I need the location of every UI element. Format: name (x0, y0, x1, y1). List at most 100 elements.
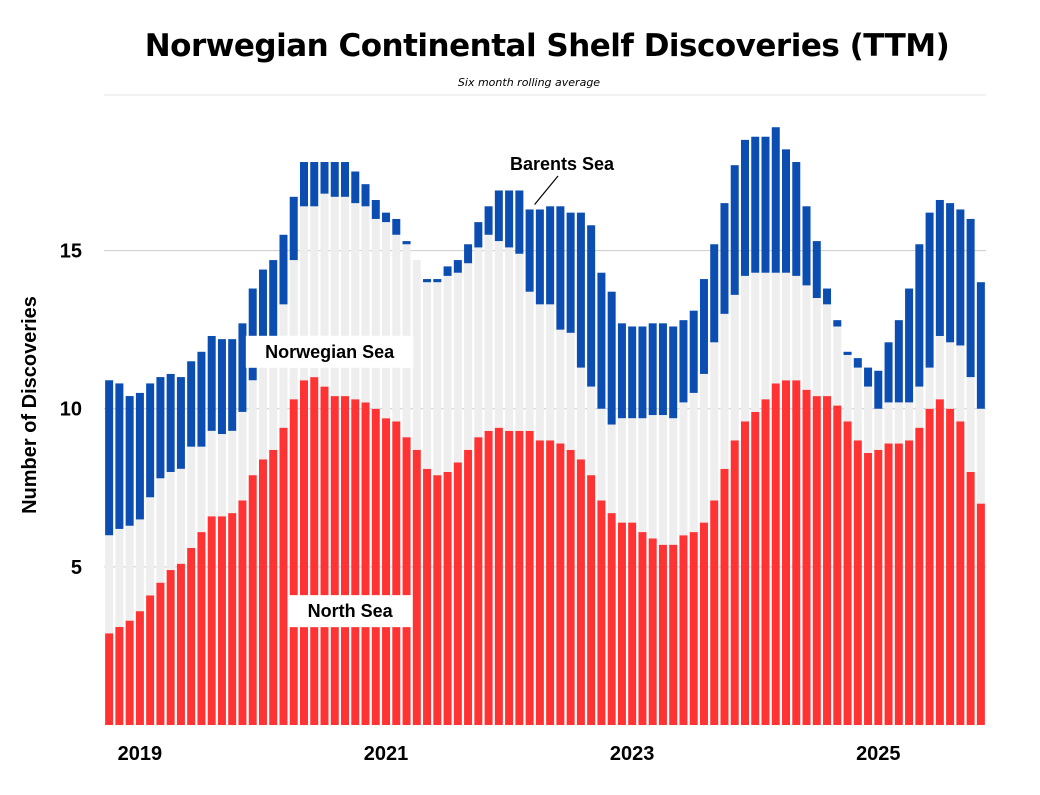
bar-norwegian-sea-15 (258, 358, 267, 460)
bar-north-sea-25 (361, 402, 370, 725)
bar-norwegian-sea-36 (474, 247, 483, 438)
bar-north-sea-77 (894, 443, 903, 725)
bar-norwegian-sea-45 (566, 332, 575, 450)
bar-norwegian-sea-68 (802, 285, 811, 390)
bar-barents-sea-44 (556, 206, 565, 330)
bar-barents-sea-27 (382, 212, 391, 223)
bar-north-sea-81 (935, 399, 944, 725)
bar-barents-sea-33 (443, 266, 452, 276)
bar-barents-sea-82 (946, 203, 955, 343)
bar-norwegian-sea-62 (740, 275, 749, 422)
bar-norwegian-sea-46 (576, 367, 585, 460)
chart-title: Norwegian Continental Shelf Discoveries … (144, 28, 950, 64)
bar-north-sea-2 (125, 620, 134, 725)
bar-norwegian-sea-58 (699, 373, 708, 523)
bar-north-sea-60 (720, 468, 729, 725)
bar-north-sea-38 (494, 427, 503, 725)
bar-north-sea-64 (761, 399, 770, 725)
bar-barents-sea-80 (925, 212, 934, 368)
bar-barents-sea-42 (535, 209, 544, 305)
bar-norwegian-sea-47 (587, 386, 596, 476)
bar-norwegian-sea-53 (648, 415, 657, 539)
bar-north-sea-4 (146, 595, 155, 725)
bar-barents-sea-14 (248, 288, 257, 381)
bar-barents-sea-71 (833, 320, 842, 327)
bar-barents-sea-34 (453, 260, 462, 273)
bar-barents-sea-21 (320, 162, 329, 194)
bar-north-sea-17 (279, 427, 288, 725)
bar-north-sea-78 (905, 440, 914, 725)
bar-north-sea-51 (628, 522, 637, 725)
bar-barents-sea-36 (474, 222, 483, 248)
bar-barents-sea-76 (884, 342, 893, 403)
bar-barents-sea-24 (351, 171, 360, 204)
bar-norwegian-sea-7 (176, 468, 185, 564)
bar-barents-sea-73 (853, 358, 862, 368)
bar-barents-sea-79 (915, 244, 924, 387)
bar-north-sea-0 (105, 633, 114, 725)
bar-barents-sea-23 (341, 162, 350, 197)
annotation-norwegian-sea: Norwegian Sea (245, 335, 414, 368)
bar-barents-sea-4 (146, 383, 155, 498)
bar-barents-sea-32 (433, 279, 442, 283)
bar-north-sea-33 (443, 471, 452, 725)
bar-barents-sea-29 (402, 241, 411, 245)
bar-norwegian-sea-66 (782, 272, 791, 381)
bar-north-sea-48 (597, 500, 606, 725)
grid-layer (104, 250, 986, 568)
bar-north-sea-31 (423, 468, 432, 725)
bar-barents-sea-74 (864, 367, 873, 387)
bar-norwegian-sea-42 (535, 304, 544, 441)
bar-barents-sea-37 (484, 206, 493, 235)
bar-norwegian-sea-35 (464, 263, 473, 450)
bar-north-sea-70 (823, 396, 832, 725)
bar-norwegian-sea-32 (433, 282, 442, 476)
bar-north-sea-49 (607, 513, 616, 725)
bar-barents-sea-61 (730, 165, 739, 295)
bar-north-sea-23 (341, 396, 350, 725)
annotation-norwegian-sea-text: Norwegian Sea (265, 342, 395, 362)
bar-norwegian-sea-31 (423, 282, 432, 469)
bar-norwegian-sea-37 (484, 234, 493, 431)
bar-north-sea-24 (351, 399, 360, 725)
bar-north-sea-76 (884, 443, 893, 725)
bar-norwegian-sea-49 (607, 424, 616, 514)
bar-barents-sea-19 (299, 162, 308, 207)
bars-layer (105, 127, 985, 725)
bar-north-sea-74 (864, 453, 873, 725)
x-tick-label: 2025 (856, 743, 901, 765)
bar-north-sea-3 (135, 611, 144, 725)
bar-barents-sea-7 (176, 377, 185, 469)
bar-north-sea-57 (689, 532, 698, 725)
bar-barents-sea-78 (905, 288, 914, 403)
bar-north-sea-55 (669, 544, 678, 725)
bar-barents-sea-18 (289, 196, 298, 261)
bar-norwegian-sea-81 (935, 335, 944, 400)
x-tick-label: 2023 (610, 743, 655, 765)
bar-north-sea-36 (474, 437, 483, 725)
bar-barents-sea-49 (607, 291, 616, 425)
bar-barents-sea-50 (617, 323, 626, 419)
bar-norwegian-sea-73 (853, 367, 862, 441)
bar-barents-sea-58 (699, 279, 708, 374)
bar-barents-sea-84 (966, 218, 975, 378)
bar-north-sea-62 (740, 421, 749, 725)
bar-north-sea-41 (525, 430, 534, 725)
bar-barents-sea-47 (587, 225, 596, 387)
bar-norwegian-sea-0 (105, 535, 114, 634)
bar-north-sea-82 (946, 408, 955, 725)
bar-barents-sea-35 (464, 244, 473, 264)
bar-norwegian-sea-27 (382, 222, 391, 419)
bar-north-sea-8 (187, 547, 196, 725)
bar-norwegian-sea-82 (946, 342, 955, 409)
bar-north-sea-66 (782, 380, 791, 725)
bar-north-sea-67 (792, 380, 801, 725)
bar-norwegian-sea-8 (187, 446, 196, 548)
bar-norwegian-sea-4 (146, 497, 155, 596)
annotation-north-sea-text: North Sea (308, 601, 394, 621)
bar-norwegian-sea-1 (115, 528, 124, 627)
bar-norwegian-sea-3 (135, 519, 144, 612)
bar-barents-sea-67 (792, 162, 801, 276)
bar-norwegian-sea-59 (710, 342, 719, 501)
